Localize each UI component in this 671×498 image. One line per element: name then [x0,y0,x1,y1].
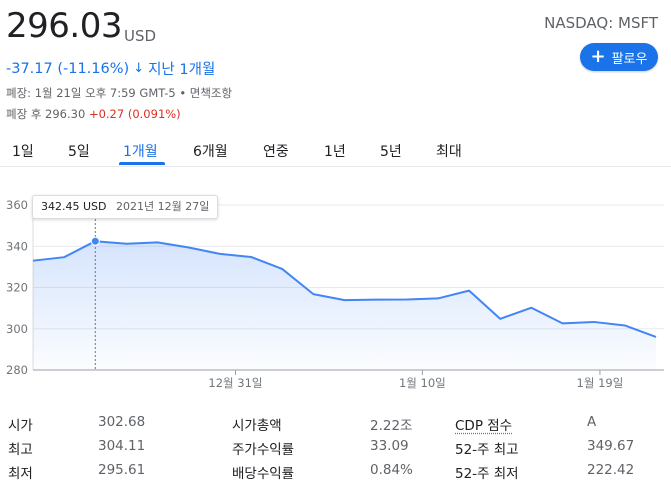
price-change-value: -37.17 (-11.16%) [6,60,130,77]
stat-label: 최고 [8,442,33,458]
market-closed-info: 폐장: 1월 21일 오후 7:59 GMT-5 • 면책조항 [6,86,233,100]
tab-6m[interactable]: 6개월 [193,144,228,160]
stat-value: 222.42 [587,462,635,478]
tabs-divider [0,166,671,167]
price-area [33,241,656,370]
price-change-period: 지난 1개월 [148,62,216,78]
tab-ytd[interactable]: 연중 [263,144,289,160]
stat-label: 52-주 최저 [455,466,519,482]
stat-value: 2.22조 [370,418,413,434]
tab-5d[interactable]: 5일 [68,144,90,160]
tab-1d[interactable]: 1일 [12,144,34,160]
stat-label: 시가총액 [232,418,282,434]
stat-label: 배당수익률 [232,466,295,482]
x-tick-label: 12월 31일 [208,376,262,390]
x-tick-label: 1월 19일 [577,376,624,390]
tab-1y[interactable]: 1년 [324,144,346,160]
price-chart[interactable]: 280 300 320 340 360 12월 31일 1월 10일 1월 19일 [0,185,671,400]
y-tick-label: 320 [6,281,28,295]
active-tab-indicator [119,162,165,165]
stat-label: 52-주 최고 [455,442,519,458]
plus-icon: + [590,46,606,67]
stat-value: A [587,414,597,430]
stats-row: 최고 304.11 주가수익률 33.09 52-주 최고 349.67 [0,438,671,462]
range-tabs: 1일 5일 1개월 6개월 연중 1년 5년 최대 [0,134,671,166]
stat-value: 349.67 [587,438,635,454]
stats-row: 시가 302.68 시가총액 2.22조 CDP 점수 A [0,414,671,438]
tab-5y[interactable]: 5년 [380,144,402,160]
follow-button[interactable]: + 팔로우 [580,43,658,71]
stat-label: 최저 [8,466,33,482]
tooltip-date: 2021년 12월 27일 [116,200,210,213]
y-tick-label: 360 [6,198,28,212]
after-hours-info: 폐장 후 296.30 +0.27 (0.091%) [6,106,181,122]
y-tick-label: 300 [6,322,28,336]
stat-label: 시가 [8,418,33,434]
tab-1m[interactable]: 1개월 [123,144,158,160]
stat-label: 주가수익률 [232,442,295,458]
cdp-score-label[interactable]: CDP 점수 [455,418,513,434]
stats-row: 최저 295.61 배당수익률 0.84% 52-주 최저 222.42 [0,462,671,486]
tooltip-value: 342.45 USD [41,200,107,213]
stat-value: 302.68 [98,414,146,430]
y-tick-label: 280 [6,363,28,377]
stat-value: 304.11 [98,438,146,454]
follow-button-label: 팔로우 [611,51,648,67]
price-line [32,240,657,338]
tab-max[interactable]: 최대 [436,144,462,160]
x-tick-label: 1월 10일 [399,376,446,390]
ticker-symbol: NASDAQ: MSFT [544,14,658,32]
after-hours-price: 폐장 후 296.30 [6,107,86,121]
stat-value: 0.84% [370,462,413,478]
stat-value: 33.09 [370,438,409,454]
after-hours-change: +0.27 (0.091%) [88,107,181,121]
chart-tooltip: 342.45 USD 2021년 12월 27일 [32,195,219,219]
currency-label: USD [124,27,157,45]
arrow-down-icon: ↓ [133,61,145,76]
hover-point [90,236,100,246]
stat-value: 295.61 [98,462,146,478]
price-change: -37.17 (-11.16%) ↓ 지난 1개월 [6,58,215,79]
y-tick-label: 340 [6,239,28,253]
stock-price: 296.03 [6,6,122,46]
